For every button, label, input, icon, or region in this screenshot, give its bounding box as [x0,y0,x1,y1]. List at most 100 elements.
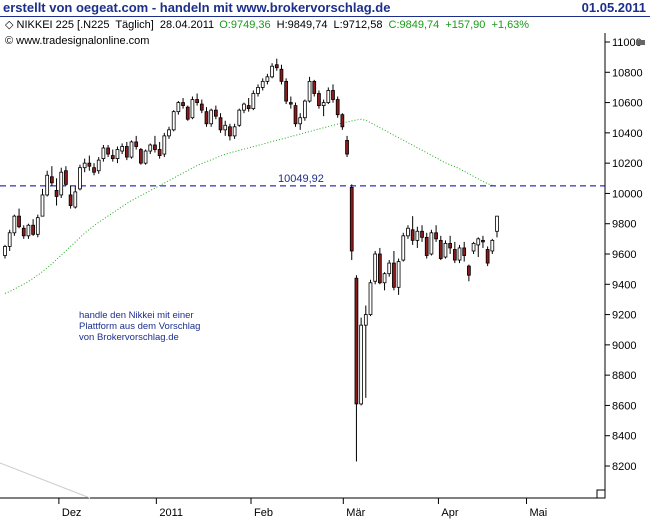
y-tick-label: 9200 [612,310,636,322]
candle-bullish [270,65,274,78]
candle-bearish [424,236,429,256]
candle-bullish [443,242,448,258]
candle-bearish [349,186,354,252]
candle-bullish [242,103,246,111]
candle-bearish [284,80,288,102]
x-tick-label: Mai [530,507,548,519]
candle-bullish [96,159,101,172]
y-tick-label: 8800 [612,370,636,382]
y-tick-label: 9000 [612,340,636,352]
y-tick-label: 9600 [612,249,636,261]
annotation-line-2: Plattform aus dem Vorschlag [79,321,200,332]
candle-bearish [420,230,424,238]
candle-bearish [462,247,467,256]
candle-bearish [274,64,279,69]
candle-bullish [401,235,406,261]
candle-bullish [321,102,326,106]
candle-bearish [157,149,162,156]
candle-bearish [134,141,139,147]
candle-bullish [415,230,420,241]
scroll-handle[interactable] [636,40,645,45]
candle-bearish [481,239,485,243]
candle-bullish [303,100,307,119]
candle-bearish [312,80,317,94]
candle-bullish [326,90,331,103]
candle-bullish [35,217,40,235]
candle-bullish [223,124,228,131]
candle-bullish [298,117,303,125]
candle-bullish [265,76,270,82]
quote-high: H:9849,74 [277,19,328,31]
candle-bullish [251,93,256,110]
candle-bearish [64,170,68,185]
candle-bullish [59,171,64,196]
candle-bullish [429,232,434,255]
candle-bullish [26,224,31,237]
y-axis-ticks: 8200 8400 8600 8800 9000 9200 9400 9600 9800 1000… [605,37,643,473]
quote-symbol: NIKKEI 225 [.N225 [17,19,110,31]
candle-bullish [406,227,410,237]
candle-bullish [148,144,153,152]
candle-bullish [171,111,176,131]
banner-title[interactable]: erstellt von oegeat.com - handeln mit ww… [3,0,391,15]
candle-bullish [167,129,171,137]
candle-bearish [340,114,345,128]
x-tick-label: Mär [346,507,365,519]
candle-bullish [368,282,373,315]
candle-bearish [218,117,223,131]
y-tick-label: 8400 [612,431,636,443]
candle-bullish [495,215,499,232]
header-bar: erstellt von oegeat.com - handeln mit ww… [0,0,650,20]
candle-bearish [185,106,190,120]
candle-bullish [78,167,82,190]
candle-bullish [176,102,181,113]
candle-bearish [139,149,143,164]
y-tick-label: 10400 [612,128,643,140]
candle-bearish [54,189,59,197]
candle-bearish [106,147,110,155]
candle-bearish [31,224,35,235]
annotation-line-1: handle den Nikkei mit einer [79,310,194,321]
candle-bullish [162,135,167,155]
quote-close: C:9849,74 [389,19,440,31]
candle-bearish [279,68,284,82]
x-tick-label: Feb [254,507,273,519]
candle-bullish [382,273,387,284]
x-tick-label: 2011 [159,507,183,519]
quote-low: L:9712,58 [334,19,383,31]
horizontal-level: 10049,92 [0,173,605,187]
candle-bearish [293,105,298,125]
x-axis-ticks: Dez 2011 Feb Mär Apr Mai [58,498,548,519]
decorative-diagonal-line [0,462,91,499]
y-tick-label: 11000 [612,37,642,49]
scroll-corner-box[interactable] [596,489,606,499]
candle-bearish [68,194,73,206]
candle-bearish [317,93,321,107]
y-tick-label: 10000 [612,188,643,200]
candle-bearish [345,140,349,155]
candle-bearish [124,146,129,158]
copyright-text: © www.tradesignalonline.com [5,35,149,47]
candle-bearish [331,90,335,100]
candle-bearish [434,232,438,240]
candle-bearish [204,111,209,125]
candle-bearish [195,99,199,103]
candle-bearish [288,102,293,105]
candle-bearish [214,109,218,117]
y-tick-label: 10200 [612,158,643,170]
candle-bearish [467,265,471,276]
candle-bearish [110,155,115,159]
candle-bearish [378,253,382,284]
candle-bullish [82,162,87,169]
candle-bearish [87,162,92,167]
candle-bullish [7,232,12,247]
candle-bearish [438,239,443,259]
y-tick-label: 9400 [612,279,636,291]
candle-bullish [373,253,378,282]
candle-bearish [21,227,26,237]
candle-bullish [396,261,401,288]
candle-bullish [120,146,124,152]
quote-change-pct: +1,63% [491,19,529,31]
candle-bullish [490,239,495,252]
